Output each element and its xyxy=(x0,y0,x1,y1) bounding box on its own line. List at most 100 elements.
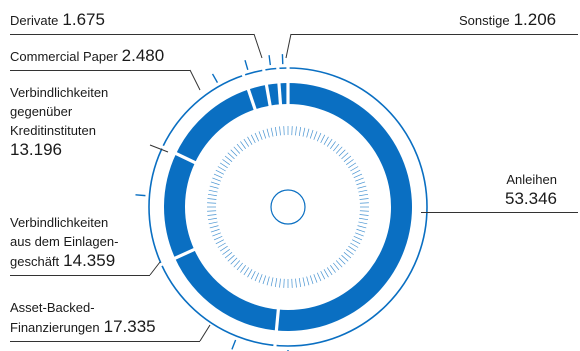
inner-tick xyxy=(346,249,353,254)
inner-tick xyxy=(244,139,249,147)
inner-tick xyxy=(208,218,217,219)
inner-tick xyxy=(267,129,269,138)
inner-tick xyxy=(356,229,365,232)
inner-tick xyxy=(214,174,222,178)
leader-abf xyxy=(200,325,210,341)
inner-tick xyxy=(303,277,305,286)
inner-tick xyxy=(352,170,360,174)
inner-tick xyxy=(307,277,309,286)
label-einlagen-line1: Verbindlichkeiten xyxy=(10,213,118,232)
leader-tick-1 xyxy=(232,340,236,349)
label-sonstige-name: Sonstige xyxy=(459,13,510,28)
inner-tick xyxy=(231,258,237,264)
segment-3 xyxy=(164,154,195,259)
inner-tick xyxy=(218,167,226,172)
segment-1 xyxy=(276,83,412,331)
outer-ring-circle xyxy=(149,68,427,346)
inner-tick xyxy=(212,233,220,236)
inner-tick xyxy=(240,141,245,148)
label-commercial-paper-name: Commercial Paper xyxy=(10,49,118,64)
inner-tick xyxy=(228,153,235,159)
label-einlagen-line3: geschäft xyxy=(10,254,59,269)
inner-tick xyxy=(207,199,216,200)
center-circle xyxy=(271,190,305,224)
inner-tick xyxy=(346,159,353,164)
inner-tick xyxy=(267,277,269,286)
inner-tick xyxy=(225,252,232,258)
label-anleihen-value: 53.346 xyxy=(505,189,557,208)
label-kreditinstitute-line2: gegenüber xyxy=(10,102,108,121)
label-kreditinstitute-line3: Kreditinstituten xyxy=(10,121,108,140)
rule-anleihen xyxy=(421,212,578,213)
label-commercial-paper-value: 2.480 xyxy=(122,46,165,65)
inner-tick xyxy=(275,127,276,136)
inner-tick xyxy=(240,265,245,272)
inner-tick xyxy=(350,167,358,172)
inner-tick xyxy=(220,246,228,251)
inner-tick xyxy=(208,194,217,195)
inner-tick xyxy=(317,133,321,141)
leader-derivate xyxy=(254,34,262,58)
inner-tick xyxy=(275,278,276,287)
inner-tick xyxy=(296,126,297,135)
inner-tick xyxy=(327,267,332,275)
inner-tick xyxy=(207,215,216,216)
inner-tick xyxy=(225,156,232,162)
inner-tick xyxy=(216,170,224,174)
inner-tick xyxy=(342,255,349,261)
segment-4 xyxy=(176,89,255,162)
inner-tick xyxy=(310,275,313,284)
inner-tick xyxy=(214,236,222,240)
inner-tick xyxy=(218,243,226,248)
inner-tick xyxy=(358,222,367,224)
inner-tick xyxy=(339,258,345,264)
rule-commercial-paper xyxy=(10,70,190,71)
inner-tick xyxy=(216,240,224,244)
inner-tick xyxy=(303,128,305,137)
inner-tick xyxy=(336,261,342,268)
rule-abf xyxy=(10,341,200,342)
leader-tick-4 xyxy=(245,60,248,70)
inner-tick xyxy=(299,127,300,136)
inner-tick xyxy=(330,141,335,148)
label-anleihen: Anleihen 53.346 xyxy=(505,170,557,208)
inner-tick xyxy=(255,133,259,141)
inner-tick xyxy=(234,261,240,268)
label-sonstige-value: 1.206 xyxy=(514,10,557,29)
leader-einlagen xyxy=(150,262,160,275)
inner-tick xyxy=(209,222,218,224)
inner-tick xyxy=(210,186,219,188)
inner-tick xyxy=(220,163,228,168)
inner-tick xyxy=(321,135,325,143)
inner-tick xyxy=(321,271,325,279)
inner-tick xyxy=(237,144,243,151)
inner-tick xyxy=(234,147,240,154)
inner-tick xyxy=(271,277,273,286)
inner-tick xyxy=(355,178,363,181)
inner-tick xyxy=(314,131,317,139)
inner-tick xyxy=(210,226,219,228)
inner-tick xyxy=(359,194,368,195)
segment-2 xyxy=(175,250,278,331)
inner-tick xyxy=(333,144,339,151)
label-anleihen-name: Anleihen xyxy=(505,170,557,189)
leader-commercial xyxy=(190,70,200,90)
inner-tick xyxy=(296,279,297,288)
inner-tick xyxy=(356,182,365,185)
inner-tick xyxy=(352,240,360,244)
leader-tick-5 xyxy=(269,55,270,65)
inner-tick xyxy=(212,178,220,181)
inner-tick xyxy=(360,215,369,216)
inner-tick xyxy=(354,174,362,178)
label-abf: Asset-Backed- Finanzierungen 17.335 xyxy=(10,298,156,337)
label-einlagen: Verbindlichkeiten aus dem Einlagen- gesc… xyxy=(10,213,118,271)
inner-tick xyxy=(251,271,255,279)
inner-tick xyxy=(280,279,281,288)
inner-tick xyxy=(324,137,329,145)
inner-tick xyxy=(324,269,329,277)
inner-tick xyxy=(359,218,368,219)
label-derivate-name: Derivate xyxy=(10,13,58,28)
inner-tick xyxy=(350,243,358,248)
inner-tick xyxy=(358,226,367,228)
inner-tick xyxy=(263,130,266,139)
